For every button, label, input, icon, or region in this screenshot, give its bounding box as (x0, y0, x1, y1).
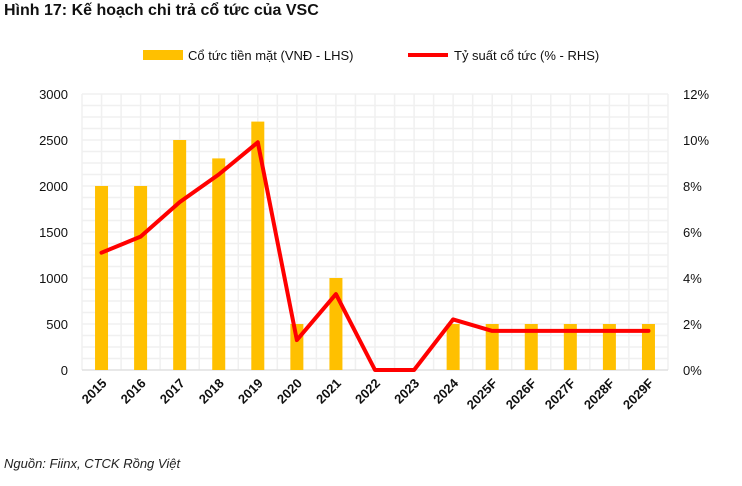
bar (212, 158, 226, 370)
x-tick-label: 2021 (313, 376, 344, 407)
legend-bar-label: Cổ tức tiền mặt (VNĐ - LHS) (188, 48, 353, 63)
x-tick-label: 2029F (620, 375, 657, 412)
y-tick-left: 500 (46, 317, 68, 332)
x-tick-label: 2026F (503, 375, 540, 412)
y-tick-right: 4% (683, 271, 702, 286)
source-note: Nguồn: Fiinx, CTCK Rồng Việt (4, 456, 181, 471)
x-tick-label: 2027F (542, 375, 579, 412)
x-tick-label: 2018 (196, 376, 227, 407)
bar (563, 324, 577, 370)
y-tick-left: 1000 (39, 271, 68, 286)
x-tick-label: 2017 (157, 376, 188, 407)
bar (329, 278, 343, 370)
y-tick-left: 2000 (39, 179, 68, 194)
bar (446, 324, 460, 370)
chart-title: Hình 17: Kế hoạch chi trả cổ tức của VSC (4, 2, 319, 19)
y-tick-right: 10% (683, 133, 709, 148)
bar (173, 140, 187, 370)
legend-bar-swatch (143, 50, 183, 60)
bar (641, 324, 655, 370)
bar (602, 324, 616, 370)
x-tick-label: 2016 (118, 376, 149, 407)
y-tick-left: 2500 (39, 133, 68, 148)
y-tick-left: 0 (61, 363, 68, 378)
bar (524, 324, 538, 370)
y-tick-left: 3000 (39, 87, 68, 102)
y-tick-right: 12% (683, 87, 709, 102)
legend-line-label: Tỷ suất cổ tức (% - RHS) (454, 48, 599, 63)
x-tick-label: 2015 (79, 376, 110, 407)
y-tick-right: 2% (683, 317, 702, 332)
y-tick-left: 1500 (39, 225, 68, 240)
y-tick-right: 0% (683, 363, 702, 378)
x-tick-label: 2023 (391, 376, 422, 407)
x-tick-label: 2020 (274, 376, 305, 407)
bar (485, 324, 499, 370)
y-tick-right: 6% (683, 225, 702, 240)
x-tick-label: 2025F (464, 375, 501, 412)
y-tick-right: 8% (683, 179, 702, 194)
x-tick-label: 2024 (430, 375, 462, 407)
x-tick-label: 2022 (352, 376, 383, 407)
bar (134, 186, 148, 370)
bar (251, 121, 265, 370)
x-tick-label: 2019 (235, 376, 266, 407)
bar (95, 186, 109, 370)
x-tick-label: 2028F (581, 375, 618, 412)
